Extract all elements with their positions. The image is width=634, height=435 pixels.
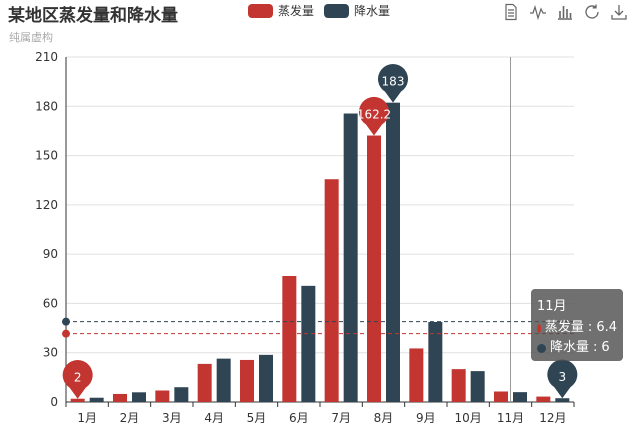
restore-button[interactable] (583, 3, 601, 21)
x-tick-label: 4月 (204, 411, 224, 425)
legend-swatch-evaporation (248, 3, 273, 18)
mark-point-label: 2 (74, 371, 82, 385)
bar-precipitation (513, 392, 527, 402)
bar-precipitation (301, 285, 316, 402)
y-tick-label: 60 (43, 296, 58, 310)
bar-precipitation (89, 397, 104, 402)
data-view-icon (505, 3, 517, 21)
x-tick-label: 2月 (120, 411, 140, 425)
mark-point-pin (359, 96, 389, 136)
x-tick-label: 11月 (497, 411, 524, 425)
y-tick-label: 210 (35, 50, 58, 64)
mark-point-pin (378, 63, 409, 103)
bar-evaporation (240, 359, 254, 402)
line-chart-icon (530, 4, 546, 21)
bar-precipitation (343, 113, 358, 402)
average-line-start (62, 317, 70, 326)
toolbox (502, 3, 628, 21)
tooltip-sep: : (593, 340, 598, 355)
tooltip-dot-precipitation (537, 343, 546, 353)
tooltip-category: 11月 (537, 299, 567, 314)
bar-evaporation (70, 398, 85, 402)
x-tick-label: 3月 (162, 411, 182, 425)
x-tick-label: 9月 (416, 411, 436, 425)
mark-point-pin (62, 360, 93, 399)
bar-evaporation (367, 135, 381, 402)
bar-evaporation (451, 369, 466, 402)
tooltip-sep: : (587, 320, 593, 335)
x-tick-label: 7月 (331, 411, 351, 425)
save-image-icon (611, 5, 627, 20)
x-tick-label: 12月 (539, 411, 566, 425)
legend: 蒸发量 降水量 (248, 2, 390, 19)
bar-precipitation (259, 354, 273, 402)
mark-point-label: 3 (559, 370, 567, 384)
mark-point-label: 183 (382, 75, 405, 89)
bar-precipitation (386, 102, 400, 403)
bar-precipitation (216, 358, 231, 402)
switch-bar-button[interactable] (556, 3, 574, 21)
bar-evaporation (197, 363, 212, 402)
bar-precipitation (470, 371, 485, 402)
bar-chart-icon (558, 6, 572, 20)
y-tick-label: 180 (35, 99, 58, 113)
tooltip-value: 6 (601, 340, 610, 355)
bar-evaporation (409, 348, 424, 402)
tooltip-row-precipitation: 降水量: 6 (537, 338, 617, 358)
bar-precipitation (132, 392, 146, 402)
legend-item-evaporation[interactable]: 蒸发量 (248, 2, 314, 19)
bar-precipitation (555, 398, 570, 402)
bar-evaporation (282, 275, 297, 402)
tooltip-dot-evaporation (537, 323, 541, 333)
bar-precipitation (428, 321, 443, 402)
y-tick-label: 120 (35, 198, 58, 212)
chart-subtitle: 纯属虚构 (9, 31, 53, 44)
bar-precipitation (174, 387, 189, 402)
bar-evaporation (494, 391, 508, 402)
bar-evaporation (324, 179, 339, 402)
legend-swatch-precipitation (324, 3, 350, 18)
x-tick-label: 5月 (247, 411, 267, 425)
mark-point-pin (547, 359, 578, 399)
tooltip: 11月 蒸发量: 6.4 降水量: 6 (531, 289, 623, 361)
x-tick-label: 8月 (374, 411, 394, 425)
tooltip-value: 6.4 (596, 320, 617, 335)
average-line-start (62, 329, 70, 338)
y-tick-label: 30 (43, 346, 58, 360)
tooltip-series-name: 蒸发量 (544, 320, 584, 335)
chart-title: 某地区蒸发量和降水量 (8, 6, 178, 26)
tooltip-row-evaporation: 蒸发量: 6.4 (537, 318, 617, 338)
x-tick-label: 6月 (289, 411, 309, 425)
bar-evaporation (536, 396, 551, 402)
restore-icon (585, 4, 599, 19)
x-tick-label: 1月 (77, 411, 97, 425)
y-tick-label: 150 (35, 149, 58, 163)
switch-line-button[interactable] (529, 3, 547, 21)
bar-evaporation (155, 390, 170, 402)
legend-label-precipitation: 降水量 (354, 4, 391, 18)
tooltip-series-name: 降水量 (550, 340, 590, 355)
mark-point-label: 162.2 (357, 108, 391, 122)
save-image-button[interactable] (610, 3, 628, 21)
data-view-button[interactable] (502, 3, 520, 21)
x-tick-label: 10月 (455, 411, 482, 425)
y-tick-label: 0 (50, 395, 58, 409)
legend-item-precipitation[interactable]: 降水量 (324, 2, 390, 19)
legend-label-evaporation: 蒸发量 (278, 4, 315, 18)
bar-evaporation (113, 393, 127, 402)
y-tick-label: 90 (43, 247, 58, 261)
